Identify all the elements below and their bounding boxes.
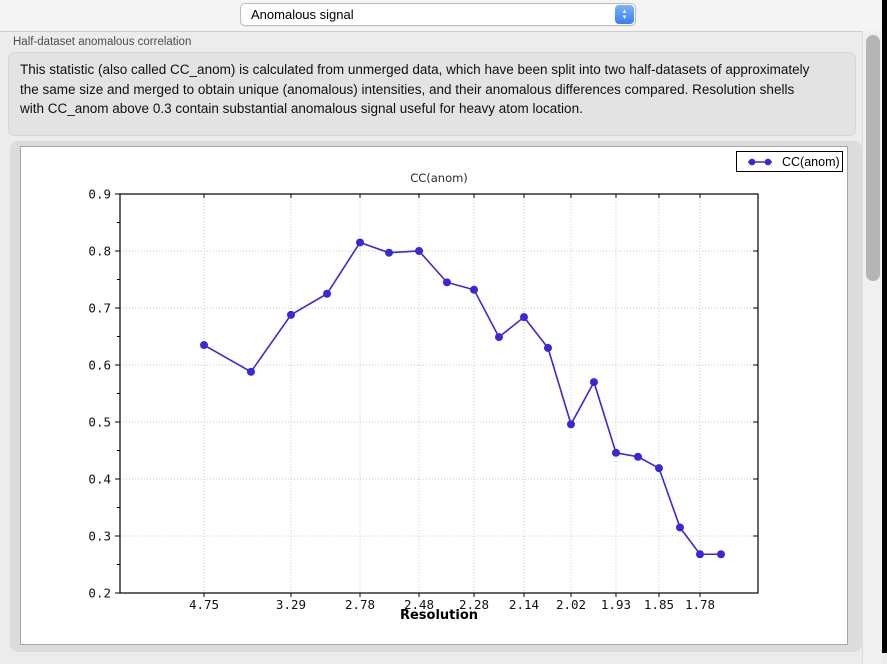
svg-text:1.85: 1.85: [644, 597, 674, 612]
stepper-up-icon: ▴: [622, 7, 627, 15]
scrollbar-thumb[interactable]: [866, 35, 880, 281]
svg-text:0.2: 0.2: [88, 586, 111, 601]
legend-label: CC(anom): [782, 154, 840, 169]
toolbar: Anomalous signal ▴ ▾: [0, 0, 887, 32]
svg-text:2.14: 2.14: [509, 597, 539, 612]
chart-title: CC(anom): [410, 171, 468, 185]
svg-text:0.4: 0.4: [88, 472, 111, 487]
svg-text:0.5: 0.5: [88, 415, 111, 430]
chart-panel: CC(anom) 0.2 0.3 0.4 0.5 0.6 0.7 0.8 0.9 4.75 3.2…: [20, 146, 848, 645]
plot-svg: 0.2 0.3 0.4 0.5 0.6 0.7 0.8 0.9 4.75 3.29 2.78 2.48…: [88, 187, 759, 612]
x-axis-label: Resolution: [399, 608, 479, 623]
scrollbar[interactable]: [862, 31, 882, 664]
description-text: This statistic (also called CC_anom) is …: [20, 62, 810, 116]
stepper-down-icon: ▾: [622, 13, 627, 21]
svg-text:1.93: 1.93: [601, 597, 631, 612]
chart-legend: CC(anom): [736, 151, 843, 172]
section-label: Half-dataset anomalous correlation: [13, 36, 192, 48]
svg-text:2.78: 2.78: [345, 597, 375, 612]
svg-text:0.7: 0.7: [88, 301, 111, 316]
svg-text:0.6: 0.6: [88, 358, 111, 373]
svg-text:4.75: 4.75: [189, 597, 219, 612]
svg-text:3.29: 3.29: [276, 597, 306, 612]
dataset-dropdown-value: Anomalous signal: [251, 7, 354, 22]
svg-text:0.9: 0.9: [88, 187, 111, 202]
legend-swatch-icon: [748, 158, 772, 165]
description-box: This statistic (also called CC_anom) is …: [8, 52, 856, 136]
chart-container: CC(anom) 0.2 0.3 0.4 0.5 0.6 0.7 0.8 0.9 4.75 3.2…: [10, 141, 862, 652]
dataset-dropdown[interactable]: Anomalous signal ▴ ▾: [240, 3, 636, 26]
svg-text:1.78: 1.78: [685, 597, 715, 612]
svg-text:2.28: 2.28: [459, 597, 489, 612]
svg-text:0.3: 0.3: [88, 529, 111, 544]
svg-text:2.02: 2.02: [556, 597, 586, 612]
svg-text:0.8: 0.8: [88, 244, 111, 259]
window-edge: [882, 0, 887, 653]
svg-text:2.48: 2.48: [404, 597, 434, 612]
dropdown-stepper-icon[interactable]: ▴ ▾: [615, 5, 634, 24]
